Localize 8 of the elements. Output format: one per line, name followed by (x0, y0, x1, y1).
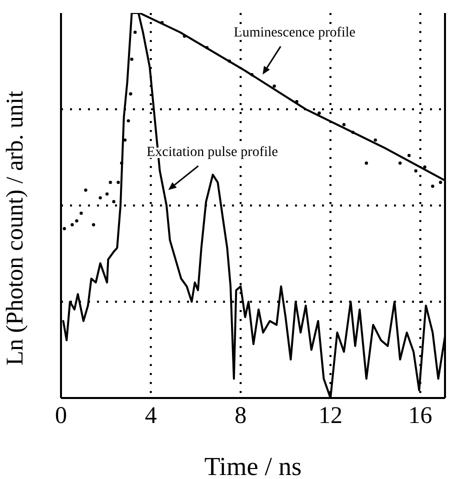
x-tick-label: 8 (234, 403, 247, 430)
x-axis-title: Time / ns (204, 452, 302, 479)
annotation: Luminescence profile (234, 25, 356, 40)
x-tick-label: 4 (144, 403, 157, 430)
x-tick-label: 0 (55, 403, 67, 430)
x-tick-label: 12 (318, 403, 342, 430)
x-tick-label: 16 (408, 403, 432, 430)
y-axis-title: Ln (Photon count) / arb. unit (2, 90, 29, 366)
